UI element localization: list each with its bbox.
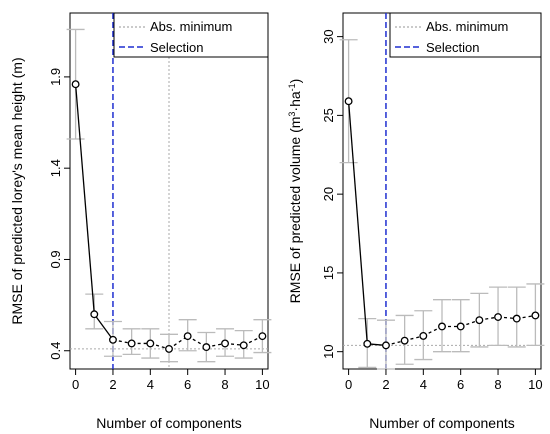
right-y-label-mid: ·ha <box>287 91 303 111</box>
left-x-tick-label-2: 2 <box>109 377 116 392</box>
left-data-point-5 <box>165 344 173 353</box>
left-data-point-9 <box>239 341 248 350</box>
right-series-segment-0 <box>347 101 368 344</box>
left-data-point-1 <box>90 310 99 319</box>
right-x-axis-label: Number of components <box>369 415 515 431</box>
left-panel: 0 2 4 6 8 10 0.4 0.9 1.4 1.9 Number of components… <box>9 12 272 431</box>
left-y-tick-label-1.9: 1.9 <box>48 68 63 86</box>
right-x-tick-label-0: 0 <box>345 377 352 392</box>
left-x-tick-label-8: 8 <box>221 377 228 392</box>
right-data-point-10 <box>531 311 540 320</box>
right-panel: 0 2 4 6 8 10 10 15 20 25 30 Number of components R… <box>287 12 545 431</box>
left-x-tick-label-6: 6 <box>184 377 191 392</box>
right-data-point-9 <box>512 314 521 323</box>
left-y-tick-label-1.4: 1.4 <box>48 159 63 177</box>
left-x-tick-label-0: 0 <box>72 377 79 392</box>
left-legend-box <box>113 12 269 58</box>
right-y-tick-label-30: 30 <box>321 29 336 43</box>
left-data-point-0 <box>71 80 80 89</box>
left-data-point-8 <box>221 339 229 348</box>
left-y-tick-label-0.4: 0.4 <box>48 342 63 360</box>
right-data-point-3 <box>400 336 409 345</box>
right-y-label-sup2: -1 <box>287 83 297 91</box>
right-legend: Abs. minimum Selection <box>389 12 542 58</box>
right-y-label-sup1: 3 <box>287 112 297 117</box>
right-data-point-5 <box>438 322 446 331</box>
left-x-axis-label: Number of components <box>96 415 242 431</box>
left-data-point-7 <box>202 343 211 352</box>
right-x-tick-label-8: 8 <box>494 377 501 392</box>
right-data-point-7 <box>475 316 484 325</box>
left-x-tick-label-4: 4 <box>147 377 154 392</box>
right-data-point-1 <box>363 339 372 348</box>
right-y-axis-label: RMSE of predicted volume (m3·ha-1) <box>287 79 303 304</box>
left-legend-selection-label: Selection <box>150 40 203 55</box>
left-data-point-6 <box>183 332 192 341</box>
left-legend: Abs. minimum Selection <box>113 12 269 58</box>
right-legend-abs-min-label: Abs. minimum <box>426 19 508 34</box>
left-series-segment-1 <box>93 313 114 341</box>
left-y-tick-label-0.9: 0.9 <box>48 250 63 268</box>
right-y-tick-label-25: 25 <box>321 108 336 122</box>
right-y-tick-label-20: 20 <box>321 187 336 201</box>
right-y-tick-label-10: 10 <box>321 344 336 358</box>
right-data-point-8 <box>494 313 502 321</box>
right-x-tick-label-4: 4 <box>420 377 427 392</box>
right-data-point-6 <box>456 322 465 331</box>
right-x-tick-label-2: 2 <box>382 377 389 392</box>
right-x-tick-label-10: 10 <box>528 377 542 392</box>
right-y-tick-label-15: 15 <box>321 266 336 280</box>
right-y-label-end: ) <box>287 79 303 84</box>
right-legend-selection-label: Selection <box>426 40 479 55</box>
left-data-point-3 <box>127 339 136 348</box>
right-y-label-main: RMSE of predicted volume (m <box>287 117 303 304</box>
right-data-point-0 <box>344 97 353 106</box>
left-legend-abs-min-label: Abs. minimum <box>150 19 232 34</box>
left-data-point-4 <box>146 339 155 348</box>
left-series-segment-0 <box>74 84 95 315</box>
right-x-tick-label-6: 6 <box>457 377 464 392</box>
left-y-axis-label: RMSE of predicted lorey's mean height (m… <box>9 57 25 324</box>
left-x-tick-label-10: 10 <box>255 377 269 392</box>
right-data-point-2 <box>382 341 390 350</box>
right-legend-box <box>389 12 542 58</box>
right-data-point-4 <box>419 331 428 340</box>
left-data-point-10 <box>258 332 267 341</box>
left-data-point-2 <box>109 335 117 344</box>
